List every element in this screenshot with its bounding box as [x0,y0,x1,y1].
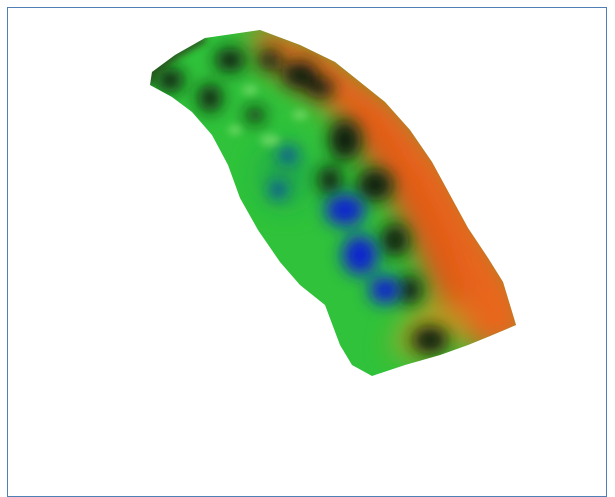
page [0,0,615,483]
terrain-surface [140,20,530,385]
surface-render [0,0,615,483]
